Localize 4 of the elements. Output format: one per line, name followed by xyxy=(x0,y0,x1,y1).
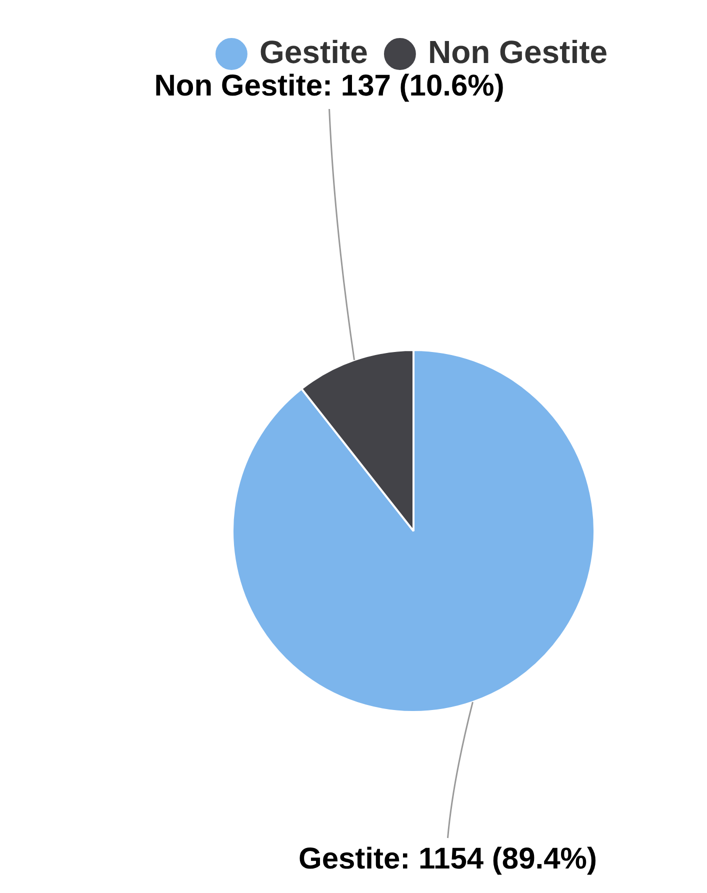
data-label: Non Gestite: 137 (10.6%) xyxy=(154,69,504,102)
legend-label: Non Gestite xyxy=(428,34,608,70)
legend-label: Gestite xyxy=(259,34,368,70)
data-label: Gestite: 1154 (89.4%) xyxy=(298,842,597,876)
